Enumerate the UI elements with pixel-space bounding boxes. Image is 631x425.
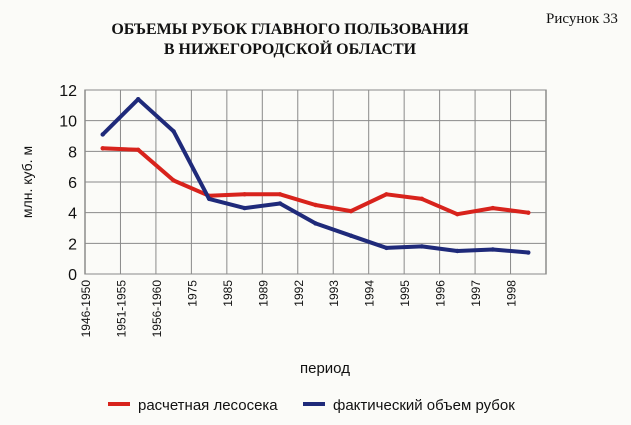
x-tick-label: 1956-1960 <box>150 280 164 338</box>
y-tick-label: 10 <box>59 114 77 131</box>
series-2-point <box>100 132 105 137</box>
x-tick-label: 1989 <box>256 280 270 307</box>
y-tick-label: 6 <box>68 175 77 192</box>
legend-label-series-1: расчетная лесосека <box>138 397 278 414</box>
chart-title: ОБЪЕМЫ РУБОК ГЛАВНОГО ПОЛЬЗОВАНИЯ В НИЖЕ… <box>60 20 520 60</box>
x-axis-label: период <box>300 360 350 377</box>
figure-label: Рисунок 33 <box>546 11 618 27</box>
series-2-point <box>384 245 389 251</box>
series-2-point <box>135 97 141 102</box>
series-2-point <box>206 196 212 202</box>
x-tick-label: 1997 <box>469 280 483 307</box>
series-1-point <box>100 146 105 151</box>
x-tick-label: 1951-1955 <box>114 280 128 338</box>
series-1-point <box>313 202 318 208</box>
y-tick-label: 8 <box>68 144 77 161</box>
series-1-point <box>277 192 283 197</box>
legend-swatch-series-1 <box>108 402 130 407</box>
series-2-point <box>526 250 531 255</box>
series-2-point <box>455 248 460 254</box>
y-tick-label: 2 <box>68 236 77 253</box>
y-tick-label: 0 <box>68 267 77 284</box>
series-1-point <box>419 196 425 202</box>
x-tick-label: 1996 <box>434 280 448 307</box>
series-2-point <box>313 221 318 226</box>
chart-title-line-2: В НИЖЕГОРОДСКОЙ ОБЛАСТИ <box>163 41 417 58</box>
legend-item-series-2: фактический объем рубок <box>303 397 515 414</box>
series-1-point <box>171 178 176 183</box>
series-1-point <box>242 192 247 197</box>
y-tick-label: 12 <box>59 83 77 100</box>
series-2-point <box>171 129 176 134</box>
series-2-point <box>277 201 283 206</box>
x-tick-label: 1985 <box>221 280 235 307</box>
series-2-point <box>490 247 496 252</box>
series-1-point <box>348 208 354 214</box>
chart-title-line-1: ОБЪЕМЫ РУБОК ГЛАВНОГО ПОЛЬЗОВАНИЯ <box>111 21 469 38</box>
legend-swatch-series-2 <box>303 402 325 407</box>
x-tick-label: 1995 <box>398 280 412 307</box>
x-tick-label: 1993 <box>327 280 341 307</box>
series-2-point <box>419 244 425 249</box>
legend-item-series-1: расчетная лесосека <box>108 397 278 414</box>
x-tick-label: 1975 <box>185 280 199 307</box>
x-tick-label: 1992 <box>292 280 306 307</box>
series-2-point <box>242 205 247 211</box>
legend-label-series-2: фактический объем рубок <box>333 397 515 414</box>
x-tick-label: 1998 <box>505 280 519 307</box>
y-tick-label: 4 <box>68 206 77 223</box>
x-tick-label: 1946-1950 <box>79 280 93 338</box>
series-2-point <box>348 233 354 238</box>
series-1-point <box>526 210 531 215</box>
y-axis-label: млн. куб. м <box>19 145 35 219</box>
series-1-point <box>490 205 496 211</box>
series-1-point <box>384 192 389 197</box>
series-1-point <box>135 147 141 152</box>
series-1-point <box>455 212 460 217</box>
x-tick-label: 1994 <box>363 280 377 307</box>
